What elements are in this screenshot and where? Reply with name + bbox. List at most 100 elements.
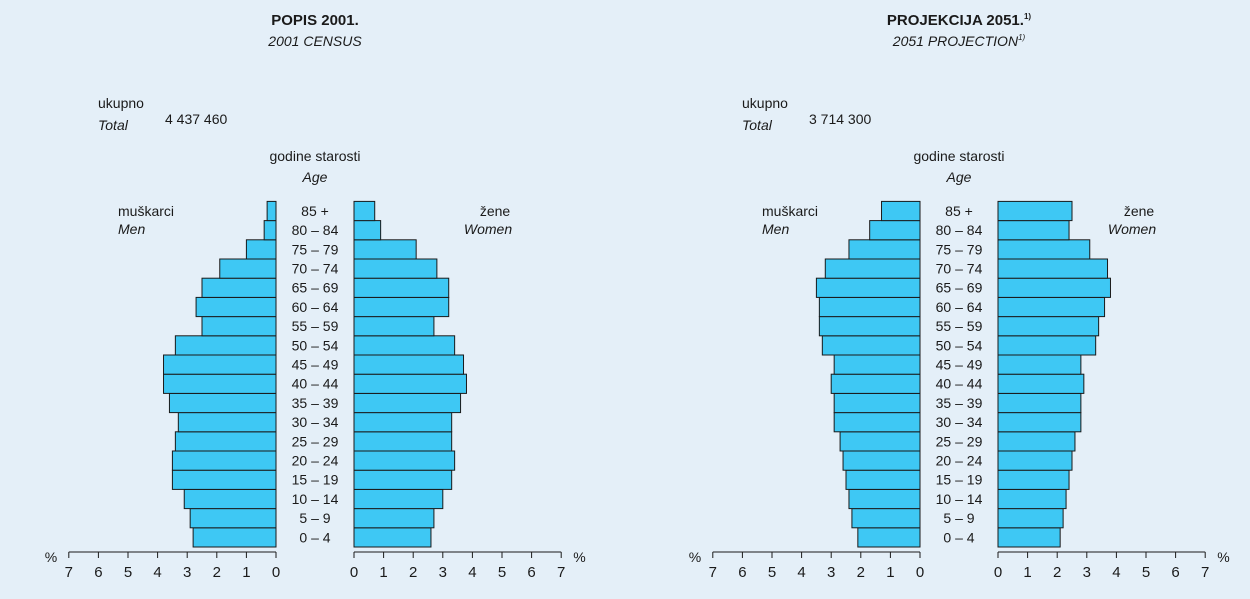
x-tick-label-women: 0: [994, 564, 1002, 581]
x-tick-label-women: 6: [527, 564, 535, 581]
x-tick-label-women: 6: [1171, 564, 1179, 581]
age-group-label: 30 – 34: [936, 414, 983, 430]
bar-women-9: [353, 373, 467, 394]
bar-women-6: [353, 431, 453, 452]
age-group-label: 0 – 4: [299, 529, 330, 545]
men-label: muškarci: [762, 203, 818, 219]
women-label-en: Women: [464, 221, 512, 237]
bar-women-1: [997, 527, 1061, 548]
bar-women-5: [353, 450, 456, 471]
bar-women-15: [353, 258, 438, 279]
women-label: žene: [480, 203, 511, 219]
age-group-label: 40 – 44: [292, 376, 339, 392]
x-tick-label-men: 3: [183, 564, 191, 581]
bar-women-17: [997, 220, 1070, 241]
title-footnote-mark: 1): [1024, 12, 1031, 21]
age-group-label: 10 – 14: [936, 491, 983, 507]
bar-women-3: [997, 488, 1067, 510]
x-tick-label-men: 0: [272, 564, 280, 581]
age-group-label: 30 – 34: [292, 414, 339, 430]
bar-women-7: [353, 412, 453, 433]
x-tick-label-women: 2: [409, 564, 417, 581]
bar-women-16: [353, 239, 417, 260]
bar-men-11: [174, 335, 277, 356]
axis-unit-women: %: [573, 549, 585, 565]
bar-women-12: [997, 316, 1100, 337]
bar-women-7: [997, 412, 1082, 433]
age-group-label: 45 – 49: [936, 357, 983, 373]
x-tick-label-men: 7: [709, 564, 717, 581]
age-group-label: 50 – 54: [292, 337, 339, 353]
age-group-label: 60 – 64: [936, 299, 983, 315]
x-tick-label-women: 1: [1023, 564, 1031, 581]
axis-unit-women: %: [1217, 549, 1229, 565]
x-tick-label-women: 0: [350, 564, 358, 581]
men-label-en: Men: [118, 221, 145, 237]
age-heading: godine starosti: [913, 148, 1004, 164]
bar-men-5: [842, 450, 921, 471]
bar-men-5: [171, 450, 277, 471]
bar-women-3: [353, 488, 444, 510]
axis-unit-men: %: [689, 549, 701, 565]
bar-men-4: [171, 469, 277, 490]
x-tick-label-women: 7: [1201, 564, 1209, 581]
x-tick-label-women: 1: [379, 564, 387, 581]
bar-women-11: [353, 335, 456, 356]
age-group-label: 50 – 54: [936, 337, 983, 353]
bar-men-15: [824, 258, 921, 279]
x-tick-label-men: 5: [768, 564, 776, 581]
bar-women-14: [997, 277, 1111, 298]
bar-women-4: [353, 469, 453, 490]
bar-men-6: [839, 431, 921, 452]
chart-subtitle: 2051 PROJECTION1): [892, 33, 1026, 49]
age-group-label: 80 – 84: [936, 222, 983, 238]
bar-women-5: [997, 450, 1073, 471]
bar-men-1: [192, 527, 277, 548]
bar-women-1: [353, 527, 432, 548]
total-label: ukupno: [742, 95, 788, 111]
bar-men-16: [245, 239, 277, 260]
bar-men-1: [857, 527, 921, 548]
age-group-label: 85 +: [301, 203, 329, 219]
bar-men-14: [201, 277, 277, 298]
bar-women-17: [353, 220, 382, 241]
bar-women-18: [997, 200, 1073, 222]
bar-men-17: [263, 220, 277, 241]
x-tick-label-men: 0: [916, 564, 924, 581]
bar-women-11: [997, 335, 1097, 356]
bar-men-2: [851, 508, 921, 529]
bar-men-15: [219, 258, 277, 279]
bar-women-8: [353, 392, 462, 414]
bar-women-14: [353, 277, 450, 298]
bar-men-8: [168, 392, 277, 414]
age-group-label: 25 – 29: [936, 433, 983, 449]
bar-women-15: [997, 258, 1109, 279]
age-heading-en: Age: [946, 169, 972, 185]
bar-men-14: [815, 277, 921, 298]
x-tick-label-women: 4: [1112, 564, 1120, 581]
women-label-en: Women: [1108, 221, 1156, 237]
bar-women-13: [997, 296, 1106, 318]
x-tick-label-men: 5: [124, 564, 132, 581]
bar-men-18: [881, 200, 921, 222]
age-group-label: 55 – 59: [292, 318, 339, 334]
age-group-label: 15 – 19: [292, 472, 339, 488]
x-tick-label-men: 6: [738, 564, 746, 581]
age-group-label: 80 – 84: [292, 222, 339, 238]
bar-women-13: [353, 296, 450, 318]
bar-women-2: [353, 508, 435, 529]
x-tick-label-women: 5: [1142, 564, 1150, 581]
age-group-label: 40 – 44: [936, 376, 983, 392]
age-group-label: 5 – 9: [943, 510, 974, 526]
bar-women-10: [997, 354, 1082, 375]
x-tick-label-women: 3: [439, 564, 447, 581]
bar-women-10: [353, 354, 465, 375]
age-group-label: 55 – 59: [936, 318, 983, 334]
x-tick-label-men: 4: [153, 564, 161, 581]
age-group-label: 35 – 39: [936, 395, 983, 411]
age-group-label: 70 – 74: [936, 261, 983, 277]
bar-women-18: [353, 200, 376, 222]
age-group-label: 5 – 9: [299, 510, 330, 526]
bar-men-8: [833, 392, 921, 414]
